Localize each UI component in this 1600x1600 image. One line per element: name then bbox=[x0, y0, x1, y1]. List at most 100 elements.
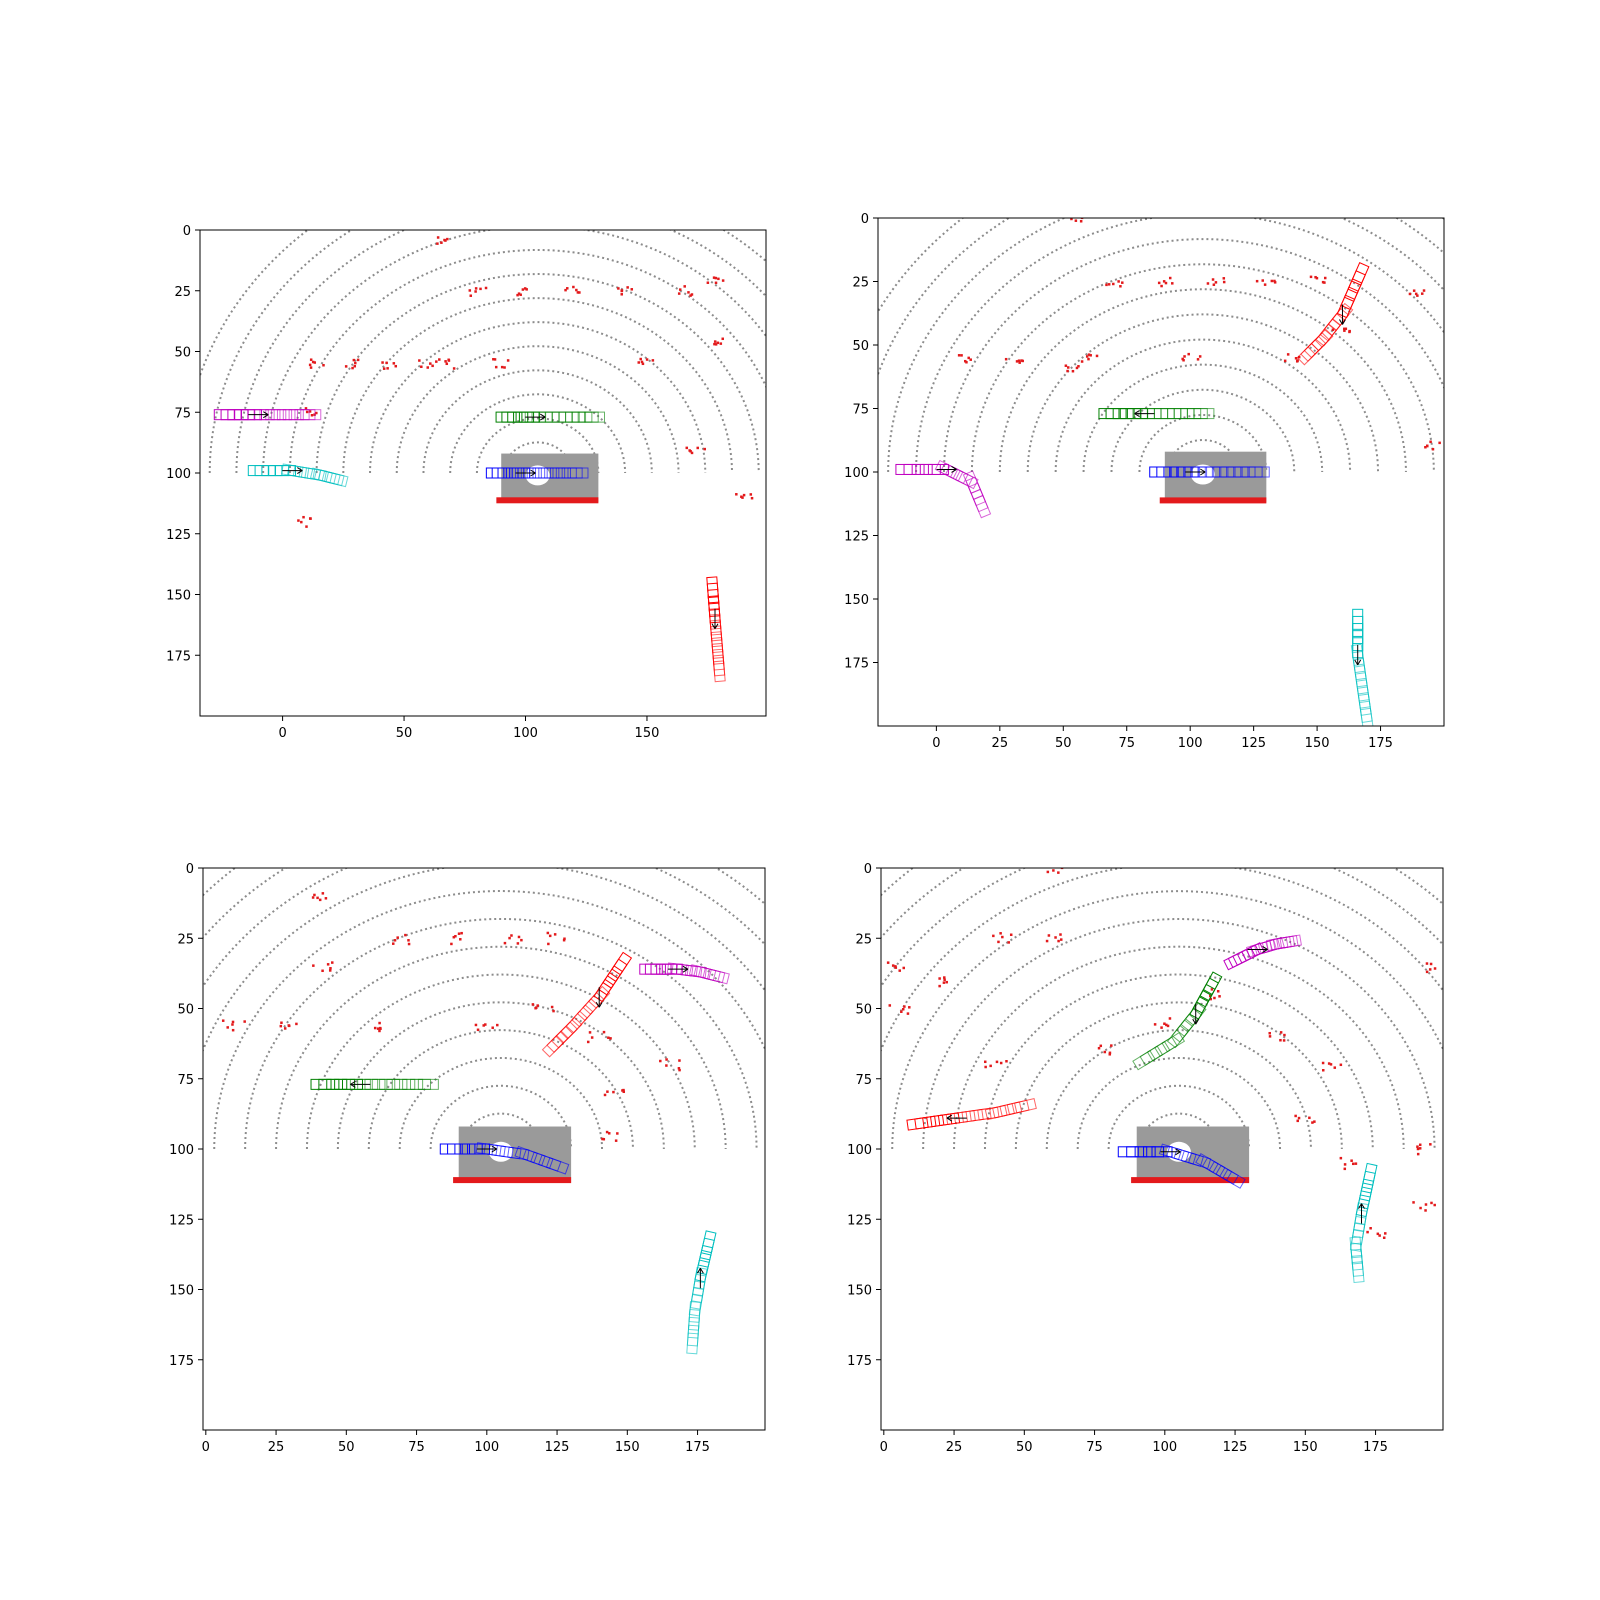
y-tick-label: 50 bbox=[177, 1003, 194, 1018]
static-point bbox=[500, 365, 504, 369]
static-point bbox=[1089, 354, 1092, 357]
track-box bbox=[583, 411, 605, 423]
static-point bbox=[1321, 280, 1325, 284]
static-point bbox=[1438, 441, 1441, 445]
static-point bbox=[942, 981, 946, 984]
static-point bbox=[392, 942, 395, 945]
lidar-ring bbox=[449, 393, 627, 474]
static-point bbox=[749, 493, 753, 496]
static-point bbox=[311, 360, 315, 364]
track-box bbox=[1166, 1024, 1189, 1049]
static-point bbox=[622, 1090, 626, 1094]
static-point bbox=[1080, 218, 1084, 220]
static-point bbox=[1166, 1024, 1170, 1028]
static-point bbox=[1007, 941, 1010, 944]
static-point bbox=[407, 939, 410, 942]
x-tick-label: 50 bbox=[1016, 1440, 1033, 1455]
static-point bbox=[685, 446, 689, 450]
static-point bbox=[1297, 355, 1301, 359]
static-point bbox=[1343, 327, 1346, 331]
heading-arrowhead bbox=[595, 1002, 603, 1008]
static-point bbox=[552, 1009, 555, 1013]
track-box bbox=[558, 411, 580, 423]
track-3 bbox=[439, 1142, 570, 1175]
ego-center bbox=[1190, 464, 1215, 485]
track-box bbox=[254, 465, 276, 477]
track-box bbox=[417, 1078, 439, 1090]
static-point bbox=[1343, 1163, 1347, 1166]
x-tick-label: 75 bbox=[408, 1440, 425, 1455]
static-point bbox=[316, 896, 319, 900]
lidar-ring bbox=[288, 249, 766, 474]
static-point bbox=[321, 892, 325, 895]
lidar-ring bbox=[881, 868, 1443, 989]
static-point bbox=[1079, 220, 1083, 223]
track-0 bbox=[1296, 262, 1370, 366]
static-point bbox=[607, 1036, 610, 1039]
lidar-ring bbox=[1026, 313, 1380, 473]
static-point bbox=[1107, 283, 1111, 286]
panel-top-right: 0 25 50 75 100 125 150 175 0 25 50 75 100 125 150 175 bbox=[832, 138, 1573, 751]
static-point bbox=[382, 367, 386, 370]
static-point bbox=[328, 969, 332, 972]
static-point bbox=[378, 1021, 381, 1025]
static-point bbox=[373, 1026, 377, 1030]
track-box bbox=[1352, 615, 1364, 637]
x-tick-label: 25 bbox=[992, 736, 1009, 751]
track-box bbox=[379, 1078, 401, 1090]
static-point bbox=[637, 361, 640, 364]
static-point bbox=[521, 288, 525, 291]
track-box bbox=[1336, 294, 1356, 319]
static-point bbox=[689, 450, 692, 453]
static-point bbox=[385, 361, 388, 365]
track-0 bbox=[213, 409, 322, 421]
static-point bbox=[1384, 1232, 1387, 1235]
y-tick-label: 25 bbox=[855, 932, 872, 947]
static-point bbox=[1108, 1051, 1112, 1055]
track-4 bbox=[1349, 1162, 1378, 1284]
static-point bbox=[305, 410, 309, 414]
track-box bbox=[686, 1332, 699, 1355]
static-point bbox=[1314, 275, 1317, 279]
lidar-ring bbox=[235, 230, 766, 474]
track-box bbox=[1343, 278, 1363, 302]
y-tick-label: 75 bbox=[852, 403, 869, 418]
x-tick-label: 125 bbox=[1241, 736, 1266, 751]
static-point bbox=[721, 279, 725, 282]
track-box bbox=[1351, 1261, 1365, 1284]
static-point bbox=[1263, 283, 1267, 286]
track-box bbox=[386, 1078, 408, 1090]
static-point bbox=[426, 366, 429, 369]
heading-arrowhead bbox=[263, 411, 269, 419]
static-point bbox=[1047, 934, 1051, 937]
y-tick-label: 50 bbox=[855, 1003, 872, 1018]
track-box bbox=[1188, 1152, 1212, 1170]
static-point bbox=[484, 286, 488, 290]
static-point bbox=[665, 1058, 668, 1061]
y-tick-label: 0 bbox=[183, 224, 191, 239]
static-point bbox=[378, 1026, 382, 1030]
static-point bbox=[503, 366, 506, 369]
static-point bbox=[1429, 962, 1433, 966]
static-point bbox=[1097, 1046, 1101, 1050]
lidar-ring bbox=[832, 138, 1573, 472]
static-point bbox=[309, 517, 312, 520]
static-point bbox=[226, 1026, 229, 1029]
static-point bbox=[386, 367, 389, 370]
lidar-ring bbox=[422, 369, 653, 474]
x-tick-label: 25 bbox=[268, 1440, 285, 1455]
y-tick-label: 125 bbox=[166, 528, 191, 543]
static-point bbox=[562, 938, 566, 942]
static-point bbox=[1447, 968, 1450, 971]
static-point bbox=[1321, 1061, 1325, 1065]
static-point bbox=[1198, 355, 1202, 358]
static-point bbox=[1282, 1039, 1286, 1042]
static-point bbox=[516, 942, 520, 945]
static-point bbox=[534, 1006, 537, 1010]
static-point bbox=[620, 289, 624, 292]
static-point bbox=[678, 1068, 681, 1072]
static-point bbox=[322, 364, 325, 367]
static-point bbox=[516, 293, 519, 297]
static-point bbox=[1329, 1063, 1333, 1066]
static-point bbox=[431, 364, 434, 368]
